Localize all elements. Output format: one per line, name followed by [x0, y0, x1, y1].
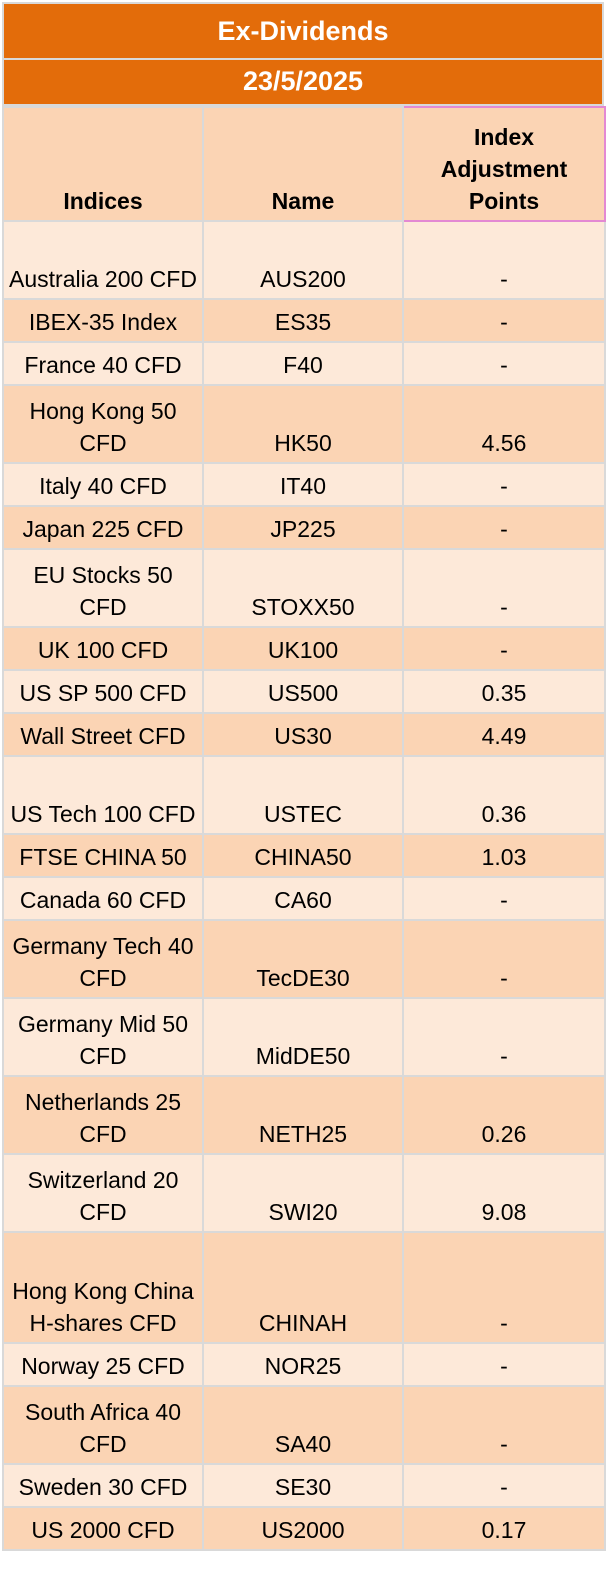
table-row: Sweden 30 CFD SE30-: [2, 1463, 606, 1508]
table-row: Germany Mid 50 CFD MidDE50-: [2, 997, 606, 1077]
symbol-cell: USTEC: [202, 755, 404, 835]
index-cell: France 40 CFD: [2, 341, 204, 386]
symbol-cell: TecDE30: [202, 919, 404, 999]
symbol-cell: UK100: [202, 626, 404, 671]
adjustment-points-cell: 4.49: [402, 712, 606, 757]
table-row: Italy 40 CFD IT40-: [2, 462, 606, 507]
table-row: Hong Kong China H-shares CFD CHINAH -: [2, 1231, 606, 1344]
dividends-table: Indices Name Index Adjustment Points Aus…: [2, 106, 606, 1551]
table-row: South Africa 40 CFD SA40-: [2, 1385, 606, 1465]
index-cell: FTSE CHINA 50: [2, 833, 204, 878]
symbol-cell: ES35: [202, 298, 404, 343]
symbol-cell: CA60: [202, 876, 404, 921]
symbol-cell: US30: [202, 712, 404, 757]
header-row: Indices Name Index Adjustment Points: [2, 106, 606, 222]
symbol-cell: US2000: [202, 1506, 404, 1551]
index-cell: Norway 25 CFD: [2, 1342, 204, 1387]
symbol-cell: AUS200: [202, 220, 404, 300]
adjustment-points-cell: 4.56: [402, 384, 606, 464]
index-cell: Wall Street CFD: [2, 712, 204, 757]
table-row: US 2000 CFD US2000 0.17: [2, 1506, 606, 1551]
adjustment-points-cell: -: [402, 505, 606, 550]
index-cell: UK 100 CFD: [2, 626, 204, 671]
symbol-cell: CHINAH: [202, 1231, 404, 1344]
adjustment-points-cell: 0.36: [402, 755, 606, 835]
header-adjustment-points: Index Adjustment Points: [402, 106, 606, 222]
adjustment-points-cell: -: [402, 1463, 606, 1508]
index-cell: US 2000 CFD: [2, 1506, 204, 1551]
index-cell: Switzerland 20 CFD: [2, 1153, 204, 1233]
symbol-cell: US500: [202, 669, 404, 714]
adjustment-points-cell: -: [402, 1231, 606, 1344]
index-cell: US SP 500 CFD: [2, 669, 204, 714]
table-row: UK 100 CFD UK100-: [2, 626, 606, 671]
adjustment-points-cell: 1.03: [402, 833, 606, 878]
header-name: Name: [202, 106, 404, 222]
index-cell: Sweden 30 CFD: [2, 1463, 204, 1508]
header-indices: Indices: [2, 106, 204, 222]
table-row: Norway 25 CFD NOR25-: [2, 1342, 606, 1387]
symbol-cell: SE30: [202, 1463, 404, 1508]
symbol-cell: SWI20: [202, 1153, 404, 1233]
adjustment-points-cell: -: [402, 997, 606, 1077]
symbol-cell: F40: [202, 341, 404, 386]
adjustment-points-cell: -: [402, 626, 606, 671]
sheet-date: 23/5/2025: [2, 60, 604, 106]
adjustment-points-cell: -: [402, 1385, 606, 1465]
table-row: EU Stocks 50 CFD STOXX50-: [2, 548, 606, 628]
adjustment-points-cell: -: [402, 548, 606, 628]
symbol-cell: CHINA50: [202, 833, 404, 878]
index-cell: South Africa 40 CFD: [2, 1385, 204, 1465]
index-cell: US Tech 100 CFD: [2, 755, 204, 835]
index-cell: EU Stocks 50 CFD: [2, 548, 204, 628]
index-cell: IBEX-35 Index: [2, 298, 204, 343]
symbol-cell: IT40: [202, 462, 404, 507]
index-cell: Italy 40 CFD: [2, 462, 204, 507]
adjustment-points-cell: -: [402, 462, 606, 507]
index-cell: Netherlands 25 CFD: [2, 1075, 204, 1155]
table-row: Japan 225 CFD JP225-: [2, 505, 606, 550]
symbol-cell: HK50: [202, 384, 404, 464]
adjustment-points-cell: -: [402, 341, 606, 386]
table-row: France 40 CFD F40-: [2, 341, 606, 386]
symbol-cell: NOR25: [202, 1342, 404, 1387]
adjustment-points-cell: -: [402, 876, 606, 921]
table-row: Switzerland 20 CFD SWI20 9.08: [2, 1153, 606, 1233]
table-row: FTSE CHINA 50 CHINA50 1.03: [2, 833, 606, 878]
adjustment-points-cell: -: [402, 298, 606, 343]
symbol-cell: NETH25: [202, 1075, 404, 1155]
adjustment-points-cell: -: [402, 1342, 606, 1387]
table-row: Canada 60 CFD CA60-: [2, 876, 606, 921]
table-row: US Tech 100 CFD USTEC 0.36: [2, 755, 606, 835]
adjustment-points-cell: 0.26: [402, 1075, 606, 1155]
table-row: Wall Street CFD US30 4.49: [2, 712, 606, 757]
index-cell: Germany Mid 50 CFD: [2, 997, 204, 1077]
symbol-cell: MidDE50: [202, 997, 404, 1077]
table-row: IBEX-35 Index ES35-: [2, 298, 606, 343]
index-cell: Germany Tech 40 CFD: [2, 919, 204, 999]
adjustment-points-cell: 0.35: [402, 669, 606, 714]
index-cell: Canada 60 CFD: [2, 876, 204, 921]
table-row: Australia 200 CFD AUS200-: [2, 220, 606, 300]
index-cell: Hong Kong 50 CFD: [2, 384, 204, 464]
symbol-cell: JP225: [202, 505, 404, 550]
symbol-cell: SA40: [202, 1385, 404, 1465]
index-cell: Hong Kong China H-shares CFD: [2, 1231, 204, 1344]
table-row: Germany Tech 40 CFD TecDE30-: [2, 919, 606, 999]
adjustment-points-cell: -: [402, 919, 606, 999]
table-row: Netherlands 25 CFD NETH25 0.26: [2, 1075, 606, 1155]
table-row: Hong Kong 50 CFD HK50 4.56: [2, 384, 606, 464]
ex-dividends-sheet: Ex-Dividends 23/5/2025 Indices Name Inde…: [2, 2, 606, 1551]
index-cell: Australia 200 CFD: [2, 220, 204, 300]
index-cell: Japan 225 CFD: [2, 505, 204, 550]
symbol-cell: STOXX50: [202, 548, 404, 628]
adjustment-points-cell: 9.08: [402, 1153, 606, 1233]
adjustment-points-cell: -: [402, 220, 606, 300]
table-row: US SP 500 CFD US500 0.35: [2, 669, 606, 714]
adjustment-points-cell: 0.17: [402, 1506, 606, 1551]
sheet-title: Ex-Dividends: [2, 2, 604, 60]
